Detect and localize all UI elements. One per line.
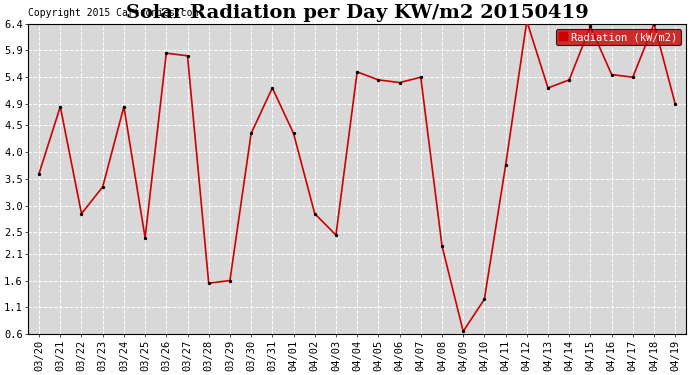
Point (161, 50, 172, 56)
Point (415, 74, 426, 80)
Point (182, 53, 193, 59)
Point (627, 74, 638, 80)
Point (331, 232, 342, 238)
Point (437, 243, 448, 249)
Point (649, 21, 660, 27)
Point (203, 280, 214, 286)
Legend: Radiation (kW/m2): Radiation (kW/m2) (555, 29, 680, 45)
Point (500, 162, 511, 168)
Point (76, 211, 87, 217)
Point (119, 104, 130, 110)
Point (457, 328, 469, 334)
Point (585, 23, 596, 29)
Title: Solar Radiation per Day KW/m2 20150419: Solar Radiation per Day KW/m2 20150419 (126, 4, 589, 22)
Point (34, 171, 45, 177)
Point (521, 18, 532, 24)
Point (564, 77, 575, 83)
Point (139, 235, 150, 241)
Point (542, 85, 553, 91)
Text: Copyright 2015 Cartronics.com: Copyright 2015 Cartronics.com (28, 8, 199, 18)
Point (373, 77, 384, 83)
Point (55, 104, 66, 110)
Point (267, 85, 278, 91)
Point (246, 130, 257, 136)
Point (394, 80, 405, 86)
Point (479, 296, 490, 302)
Point (288, 130, 299, 136)
Point (309, 211, 320, 217)
Point (352, 69, 363, 75)
Point (606, 72, 617, 78)
Point (97, 184, 108, 190)
Point (670, 101, 681, 107)
Point (224, 278, 235, 284)
